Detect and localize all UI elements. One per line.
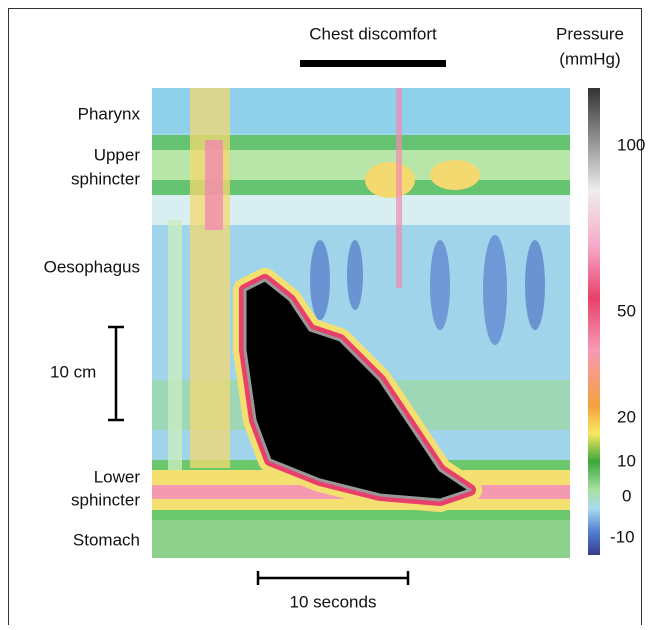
distance-scale-bar bbox=[108, 325, 124, 422]
time-scale-label: 10 seconds bbox=[290, 592, 377, 611]
colorbar-tick-label: 100 bbox=[617, 135, 645, 154]
colorbar-title: (mmHg) bbox=[559, 49, 620, 68]
frame bbox=[8, 8, 642, 630]
region-label: Oesophagus bbox=[44, 257, 140, 276]
title: Chest discomfort bbox=[309, 24, 437, 43]
colorbar-tick-label: -10 bbox=[610, 527, 635, 546]
region-label: Stomach bbox=[73, 530, 140, 549]
colorbar-tick-label: 0 bbox=[622, 486, 631, 505]
discomfort-bar bbox=[300, 60, 446, 67]
distance-scale-label: 10 cm bbox=[50, 362, 96, 381]
pressure-map bbox=[152, 88, 570, 558]
colorbar-tick-label: 20 bbox=[617, 407, 636, 426]
colorbar-tick-label: 50 bbox=[617, 301, 636, 320]
region-label: Lower bbox=[94, 467, 141, 486]
colorbar-title: Pressure bbox=[556, 24, 624, 43]
colorbar bbox=[588, 88, 600, 555]
colorbar-tick-label: 10 bbox=[617, 451, 636, 470]
region-label: Upper bbox=[94, 145, 141, 164]
region-label: Pharynx bbox=[78, 104, 141, 123]
time-scale-bar bbox=[256, 571, 410, 585]
region-label: sphincter bbox=[71, 169, 140, 188]
region-label: sphincter bbox=[71, 490, 140, 509]
